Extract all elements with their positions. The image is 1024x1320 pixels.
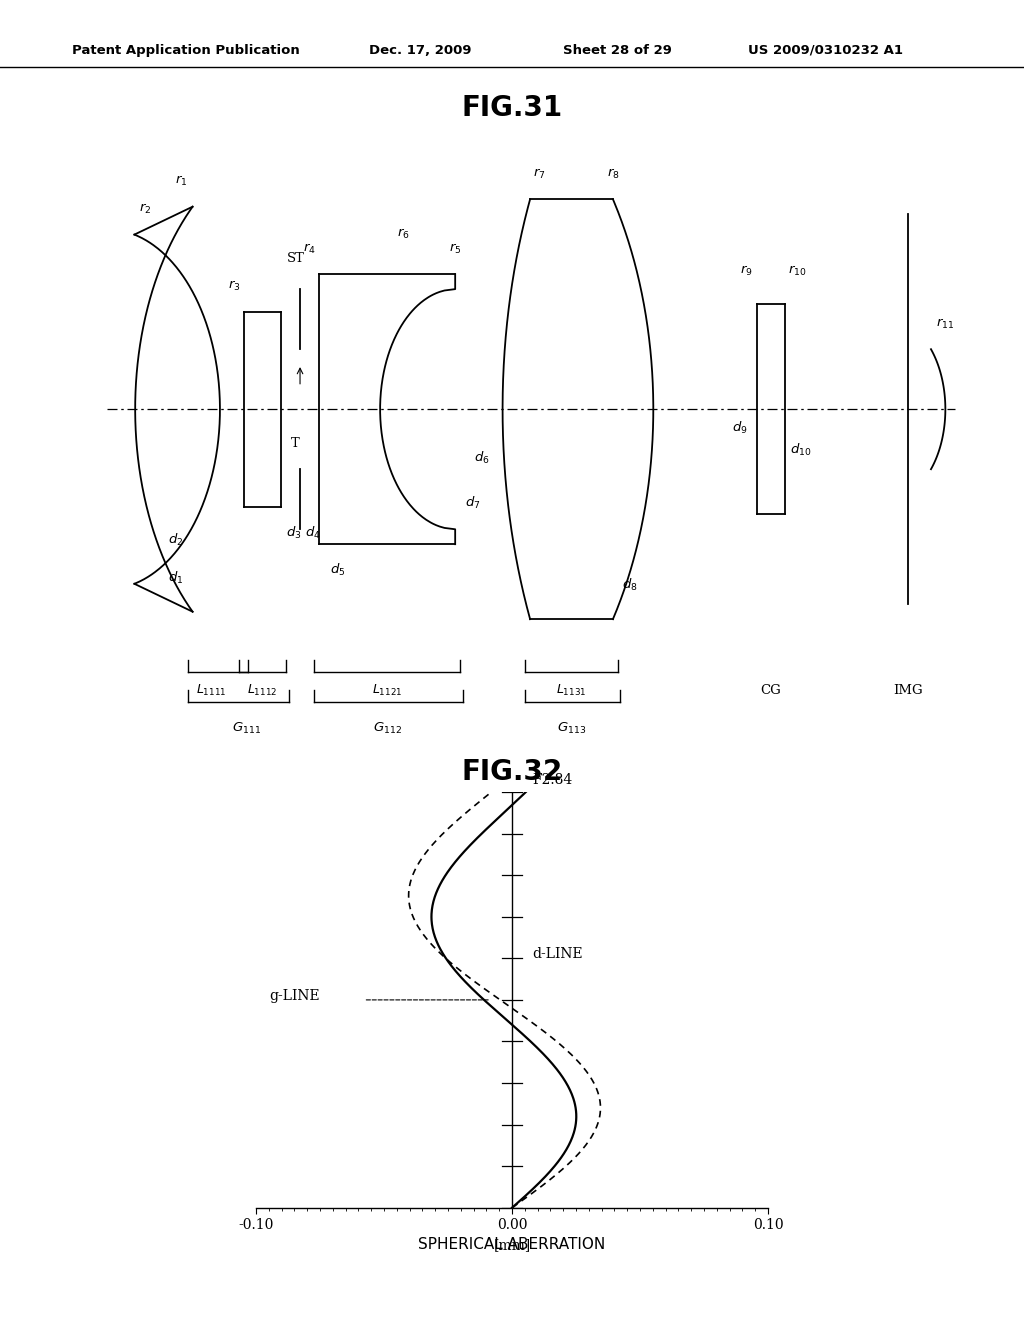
Text: $L_{1131}$: $L_{1131}$ — [556, 684, 587, 698]
Text: $d_8$: $d_8$ — [623, 577, 638, 593]
Text: T: T — [291, 437, 300, 450]
Text: $d_1$: $d_1$ — [168, 570, 183, 586]
Text: $d_4$: $d_4$ — [305, 525, 321, 541]
Text: $L_{1111}$: $L_{1111}$ — [197, 684, 226, 698]
Text: FIG.31: FIG.31 — [462, 94, 562, 123]
Text: $d_7$: $d_7$ — [465, 495, 480, 511]
Text: IMG: IMG — [893, 684, 923, 697]
Text: Sheet 28 of 29: Sheet 28 of 29 — [563, 44, 672, 57]
Text: $d_2$: $d_2$ — [168, 532, 183, 548]
Text: $d_3$: $d_3$ — [286, 525, 301, 541]
Text: F2.84: F2.84 — [532, 772, 572, 787]
Text: SPHERICAL ABERRATION: SPHERICAL ABERRATION — [419, 1237, 605, 1253]
Text: $r_4$: $r_4$ — [303, 242, 316, 256]
Text: $r_{10}$: $r_{10}$ — [788, 264, 807, 279]
Text: FIG.32: FIG.32 — [462, 758, 562, 787]
Text: $r_5$: $r_5$ — [449, 242, 462, 256]
Text: d-LINE: d-LINE — [532, 948, 583, 961]
Text: $L_{1112}$: $L_{1112}$ — [247, 684, 278, 698]
Text: $G_{111}$: $G_{111}$ — [231, 721, 261, 735]
Text: $r_3$: $r_3$ — [228, 280, 241, 293]
Text: $G_{112}$: $G_{112}$ — [373, 721, 401, 735]
Text: CG: CG — [761, 684, 781, 697]
Text: $r_7$: $r_7$ — [534, 166, 546, 181]
Text: [mm]: [mm] — [494, 1238, 530, 1253]
Text: $r_6$: $r_6$ — [397, 227, 410, 240]
Text: $d_5$: $d_5$ — [330, 562, 345, 578]
Text: $d_6$: $d_6$ — [474, 450, 489, 466]
Text: $r_{11}$: $r_{11}$ — [936, 317, 954, 331]
Text: $G_{113}$: $G_{113}$ — [557, 721, 586, 735]
Text: $d_{10}$: $d_{10}$ — [790, 442, 811, 458]
Text: $r_2$: $r_2$ — [139, 202, 152, 216]
Text: Dec. 17, 2009: Dec. 17, 2009 — [369, 44, 471, 57]
Text: g-LINE: g-LINE — [268, 989, 319, 1003]
Text: $r_9$: $r_9$ — [739, 264, 753, 279]
Text: $d_9$: $d_9$ — [732, 420, 748, 436]
Text: Patent Application Publication: Patent Application Publication — [72, 44, 299, 57]
Text: $L_{1121}$: $L_{1121}$ — [372, 684, 402, 698]
Text: ST: ST — [287, 252, 304, 265]
Text: $r_1$: $r_1$ — [175, 174, 187, 189]
Text: US 2009/0310232 A1: US 2009/0310232 A1 — [748, 44, 902, 57]
Text: $r_8$: $r_8$ — [606, 166, 620, 181]
